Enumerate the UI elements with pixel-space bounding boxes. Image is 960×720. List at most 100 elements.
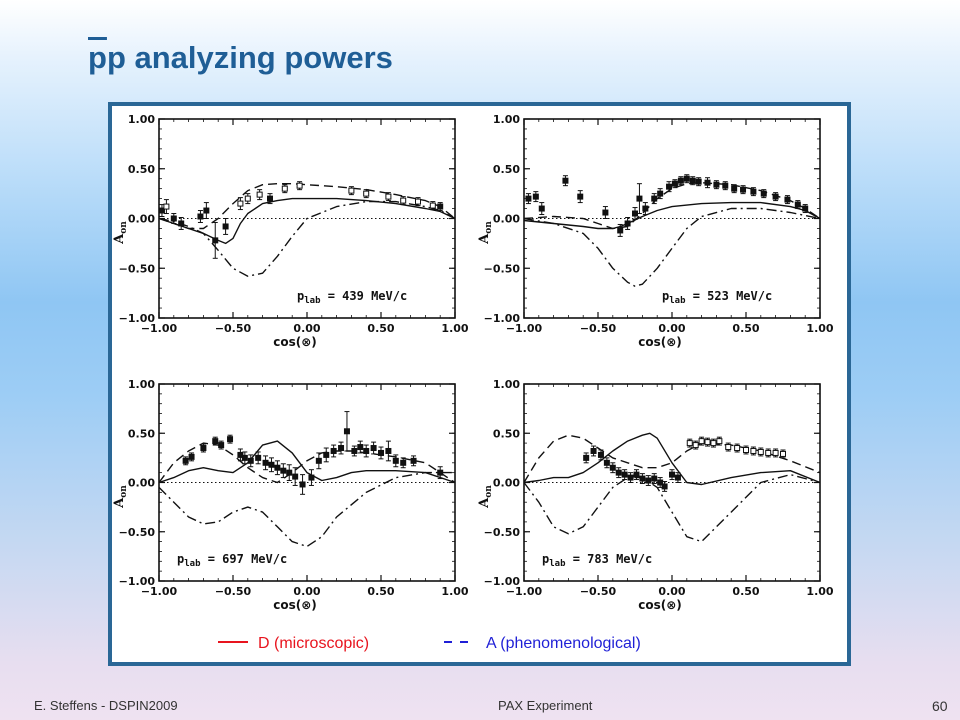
data-point bbox=[677, 176, 684, 186]
footer-author: E. Steffens - DSPIN2009 bbox=[34, 698, 178, 713]
data-point bbox=[802, 204, 809, 214]
data-marker bbox=[385, 193, 392, 200]
data-marker bbox=[385, 447, 392, 454]
data-point bbox=[370, 441, 377, 455]
data-marker bbox=[280, 467, 287, 474]
data-marker bbox=[615, 469, 622, 476]
x-tick-label: −0.50 bbox=[215, 585, 252, 598]
data-marker bbox=[437, 203, 444, 210]
data-point bbox=[689, 176, 696, 186]
data-point bbox=[757, 447, 764, 457]
data-marker bbox=[704, 179, 711, 186]
data-point bbox=[583, 452, 590, 464]
curve-solid bbox=[523, 432, 821, 486]
data-point bbox=[170, 213, 177, 224]
data-marker bbox=[704, 439, 711, 446]
data-point bbox=[577, 190, 584, 204]
data-point bbox=[299, 474, 306, 495]
data-point bbox=[343, 411, 350, 452]
data-marker bbox=[348, 187, 355, 194]
data-marker bbox=[645, 477, 652, 484]
data-marker bbox=[182, 457, 189, 464]
y-tick-label: 0.00 bbox=[128, 477, 155, 490]
data-point bbox=[200, 443, 207, 453]
annotation-p: p bbox=[662, 289, 669, 303]
data-point bbox=[695, 177, 702, 187]
data-marker bbox=[400, 459, 407, 466]
slide-title-pbar: p bbox=[88, 40, 107, 75]
panel-bottom-left: 1.00 0.50 0.00 −0.50 −1.00−1.00 −0.50 0.00 0.50… bbox=[112, 378, 469, 612]
data-marker bbox=[722, 182, 729, 189]
y-tick-label: −0.50 bbox=[119, 526, 156, 539]
x-tick-label: 0.00 bbox=[658, 322, 685, 335]
data-marker bbox=[590, 447, 597, 454]
data-point bbox=[525, 193, 532, 205]
data-marker bbox=[713, 181, 720, 188]
data-point bbox=[704, 437, 711, 447]
data-point bbox=[639, 473, 646, 484]
y-axis-label: Aon bbox=[112, 221, 129, 245]
data-point bbox=[330, 444, 337, 458]
data-marker bbox=[256, 191, 263, 198]
data-point bbox=[212, 221, 219, 259]
data-point bbox=[645, 475, 652, 486]
data-point bbox=[415, 197, 421, 207]
curve-solid bbox=[158, 440, 456, 484]
data-point bbox=[597, 449, 604, 461]
annotation-sub: lab bbox=[184, 559, 201, 569]
data-marker bbox=[244, 195, 251, 202]
data-point bbox=[651, 473, 658, 484]
data-marker bbox=[666, 183, 673, 190]
data-point bbox=[692, 440, 699, 450]
x-tick-label: 0.50 bbox=[732, 322, 759, 335]
y-tick-label: −0.50 bbox=[484, 526, 521, 539]
data-marker bbox=[267, 195, 273, 202]
data-marker bbox=[170, 215, 177, 222]
y-axis-label-sub: on bbox=[119, 485, 129, 498]
data-point bbox=[743, 445, 749, 455]
y-tick-label: 1.00 bbox=[493, 378, 520, 391]
y-tick-label: −0.50 bbox=[119, 262, 156, 275]
data-marker bbox=[299, 481, 306, 488]
data-point bbox=[651, 193, 658, 205]
data-point bbox=[632, 207, 638, 220]
footer-experiment: PAX Experiment bbox=[498, 698, 593, 713]
data-marker bbox=[308, 474, 315, 481]
data-point bbox=[385, 192, 392, 202]
curve-solid bbox=[523, 201, 821, 230]
data-point bbox=[410, 455, 417, 467]
x-tick-label: 1.00 bbox=[441, 585, 468, 598]
data-marker bbox=[734, 445, 741, 452]
analyzing-power-figure: 1.000.500.00−0.50−1.00−1.00 −0.50 0.00 0.50… bbox=[112, 113, 834, 652]
data-point bbox=[609, 462, 616, 474]
data-marker bbox=[627, 474, 634, 481]
data-marker bbox=[338, 445, 345, 452]
y-axis-label: Aon bbox=[477, 221, 494, 245]
data-marker bbox=[750, 188, 757, 195]
data-point bbox=[538, 202, 545, 216]
data-marker bbox=[757, 448, 764, 455]
data-point bbox=[363, 189, 370, 199]
x-tick-label: −1.00 bbox=[506, 322, 543, 335]
y-axis-label: Aon bbox=[112, 485, 129, 509]
annotation-sub: lab bbox=[669, 296, 686, 306]
legend-dashed-label: A (phenomenological) bbox=[486, 635, 641, 652]
data-marker bbox=[624, 220, 631, 227]
x-tick-label: 0.50 bbox=[732, 585, 759, 598]
data-marker bbox=[212, 237, 219, 244]
data-point bbox=[338, 441, 345, 455]
y-axis-label-main: A bbox=[477, 497, 492, 509]
data-point bbox=[357, 440, 364, 454]
data-marker bbox=[323, 451, 330, 458]
data-marker bbox=[651, 475, 658, 482]
data-marker bbox=[686, 440, 693, 447]
data-marker bbox=[237, 200, 244, 207]
data-marker bbox=[617, 227, 624, 234]
data-marker bbox=[603, 459, 610, 466]
data-point bbox=[429, 201, 436, 211]
data-marker bbox=[609, 464, 616, 471]
data-point bbox=[617, 223, 624, 237]
data-point bbox=[686, 438, 693, 448]
data-marker bbox=[538, 205, 545, 212]
data-point bbox=[203, 202, 210, 219]
